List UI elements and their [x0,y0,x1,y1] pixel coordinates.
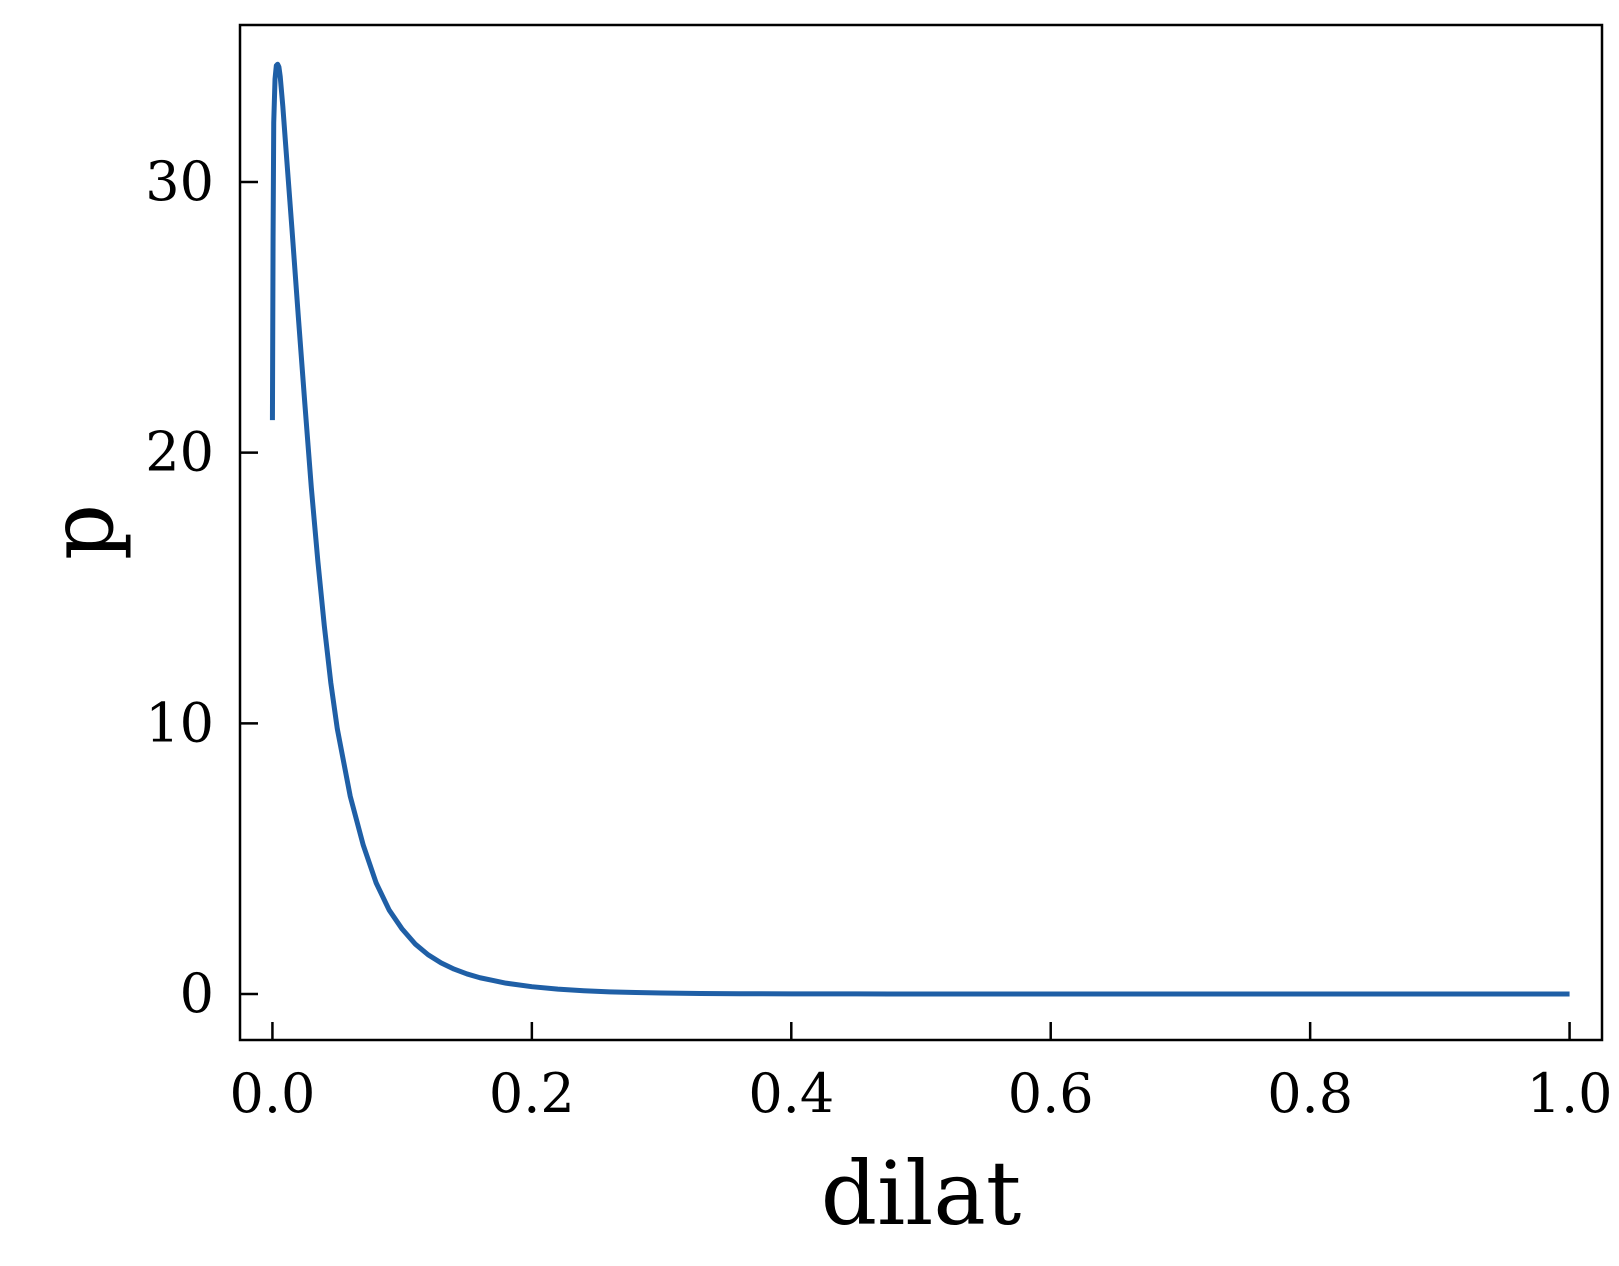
y-tick-label: 0 [180,962,214,1025]
x-tick-label: 0.2 [489,1062,575,1125]
y-axis: 0 10 20 30 [145,150,258,1025]
plot-area [238,23,1604,1042]
y-tick-label: 20 [145,421,214,484]
x-tick-label: 0.4 [748,1062,834,1125]
x-axis: 0.0 0.2 0.4 0.6 0.8 1.0 [229,1022,1613,1125]
series-line [269,61,1570,997]
y-tick-label: 30 [145,150,214,213]
x-axis-label: dilat [821,1142,1021,1245]
y-tick-label: 10 [145,691,214,754]
x-tick-label: 0.0 [229,1062,315,1125]
x-tick-label: 1.0 [1527,1062,1613,1125]
x-tick-label: 0.8 [1267,1062,1353,1125]
x-tick-label: 0.6 [1008,1062,1094,1125]
y-axis-label: p [30,504,133,560]
